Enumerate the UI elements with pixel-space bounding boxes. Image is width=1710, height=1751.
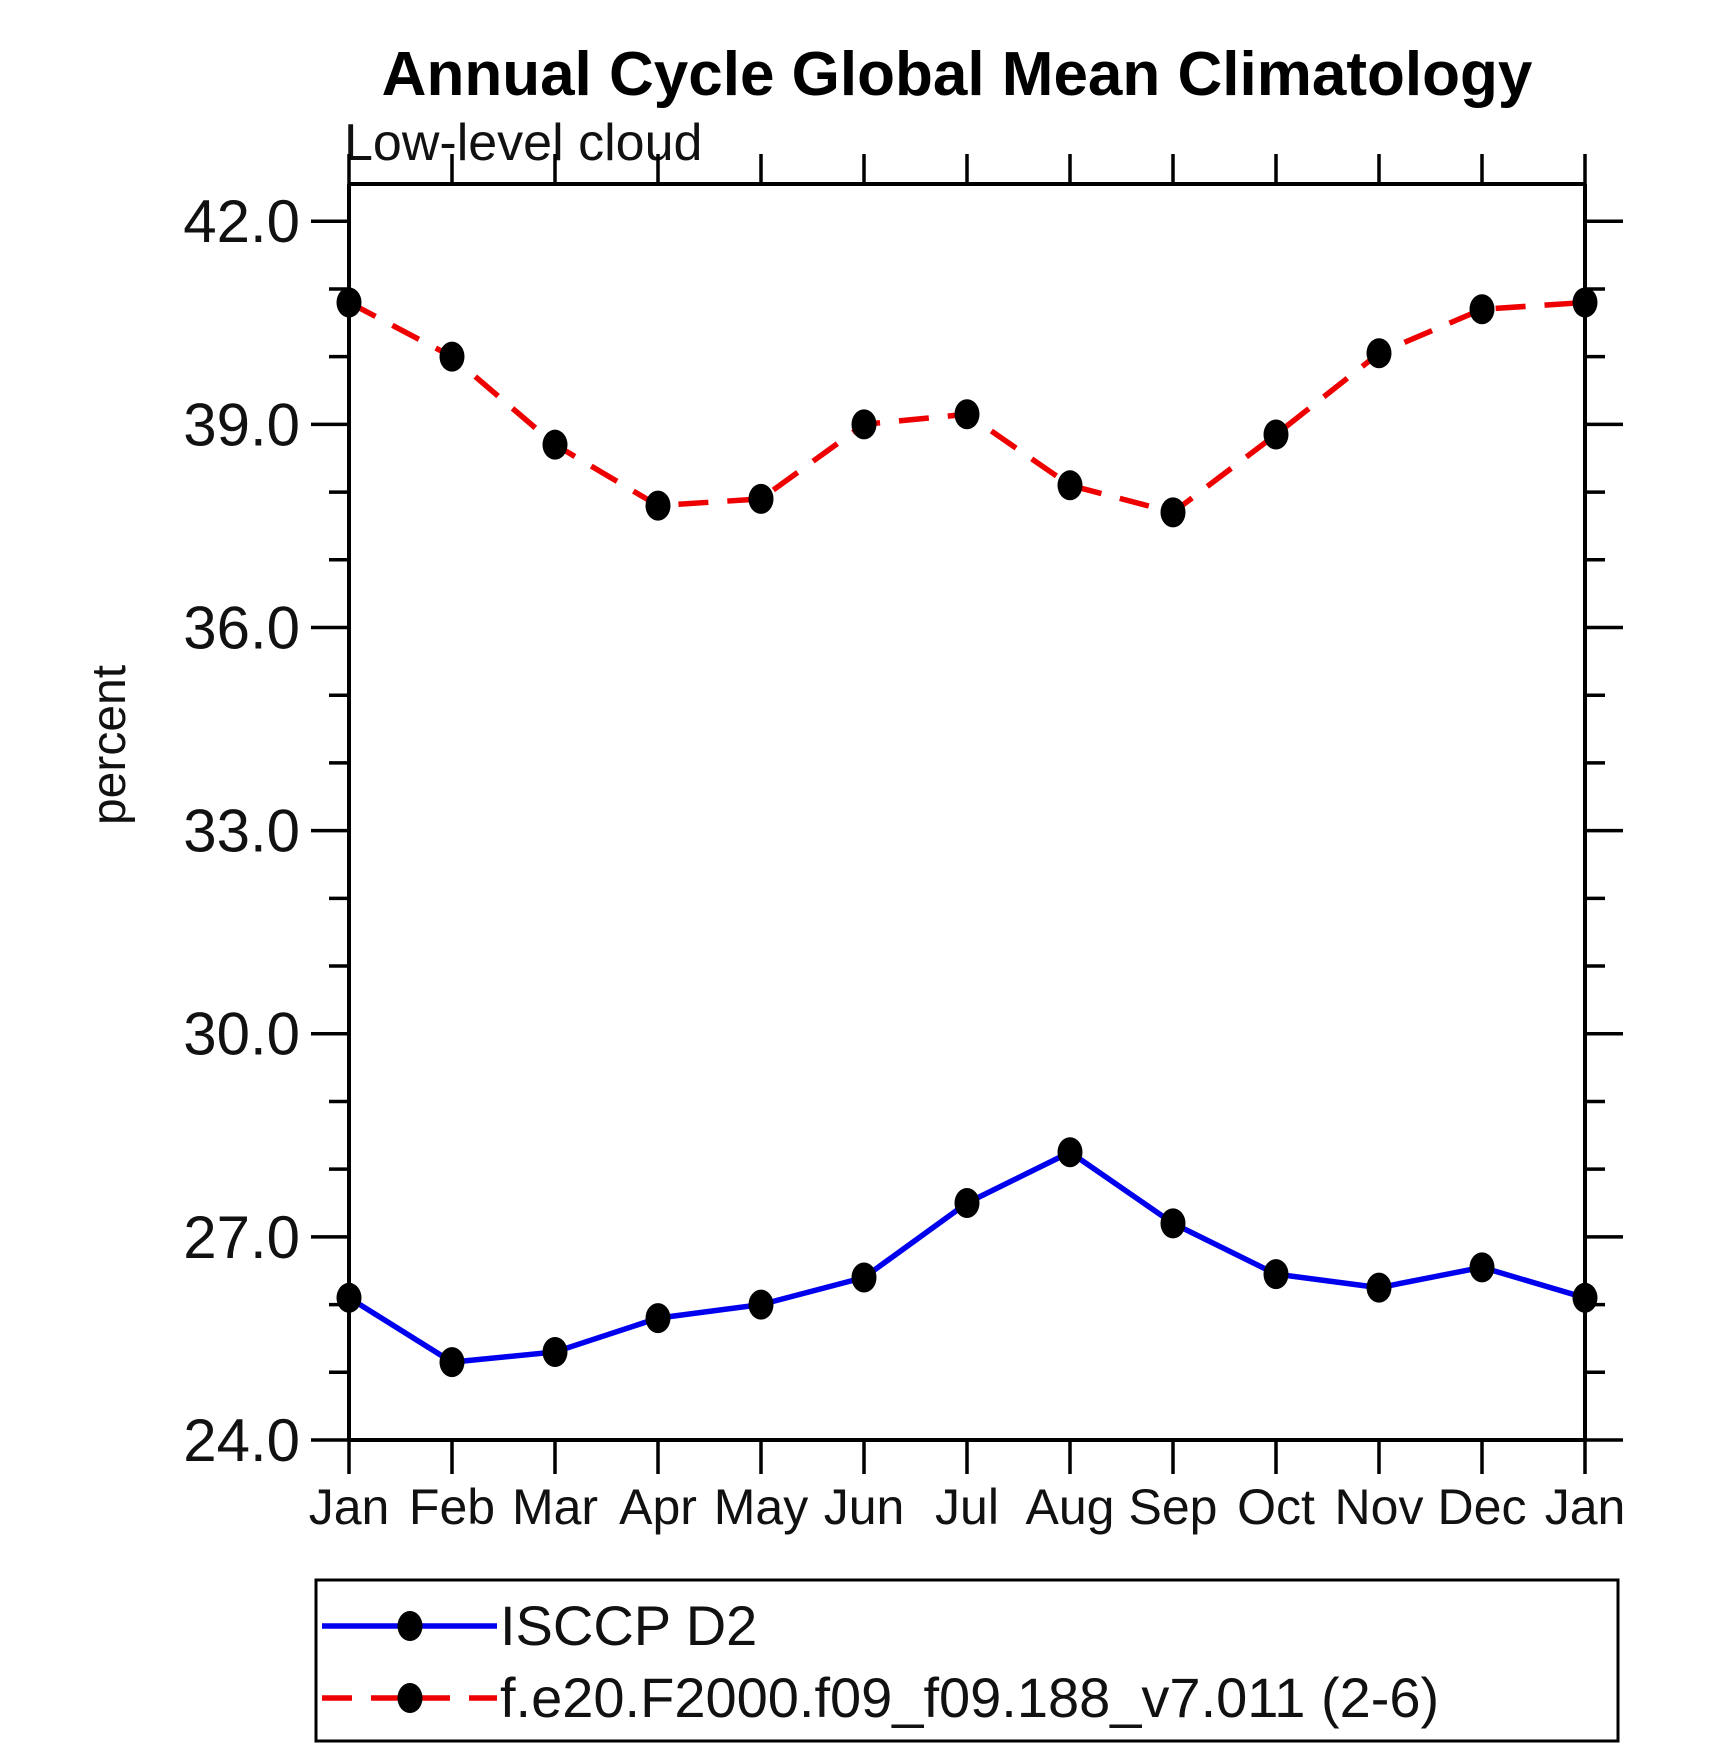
y-tick-label: 24.0 <box>183 1407 300 1474</box>
x-tick-label: Oct <box>1237 1479 1315 1535</box>
data-point-marker <box>336 287 362 318</box>
y-axis-label: percent <box>83 665 136 825</box>
data-point-marker <box>1057 1137 1083 1168</box>
legend-marker <box>397 1683 423 1713</box>
legend-marker <box>397 1611 423 1641</box>
legend-box <box>314 1578 1620 1743</box>
y-tick-label: 39.0 <box>183 391 300 458</box>
x-tick-label: Feb <box>409 1479 495 1535</box>
data-point-marker <box>645 1303 671 1334</box>
legend-label: ISCCP D2 <box>500 1594 757 1657</box>
data-point-marker <box>645 490 671 521</box>
data-point-marker <box>1469 1252 1495 1283</box>
x-tick-label: Jan <box>309 1479 390 1535</box>
data-point-marker <box>1572 1282 1598 1313</box>
chart-subtitle: Low-level cloud <box>344 114 702 172</box>
data-point-marker <box>439 341 465 372</box>
legend: ISCCP D2 f.e20.F2000.f09_f09.188_v7.011 (… <box>314 1578 1620 1743</box>
data-point-marker <box>748 483 774 514</box>
x-tick-label: May <box>714 1479 808 1535</box>
data-point-marker <box>748 1289 774 1320</box>
data-point-marker <box>1572 287 1598 318</box>
chart-title: Annual Cycle Global Mean Climatology <box>382 40 1533 109</box>
data-point-marker <box>851 1262 877 1293</box>
data-point-marker <box>851 409 877 440</box>
data-point-marker <box>1366 1272 1392 1303</box>
data-point-marker <box>1160 497 1186 528</box>
data-point-marker <box>1469 294 1495 325</box>
x-tick-label: Dec <box>1438 1479 1527 1535</box>
x-tick-label: Apr <box>619 1479 697 1535</box>
x-tick-label: Aug <box>1026 1479 1115 1535</box>
x-tick-label: Jan <box>1545 1479 1626 1535</box>
legend-label: f.e20.F2000.f09_f09.188_v7.011 (2-6) <box>500 1666 1439 1729</box>
data-point-marker <box>954 399 980 430</box>
data-point-marker <box>1366 338 1392 369</box>
x-tick-label: Jul <box>935 1479 999 1535</box>
data-point-marker <box>954 1188 980 1219</box>
x-tick-label: Nov <box>1335 1479 1424 1535</box>
data-point-marker <box>336 1282 362 1313</box>
data-point-marker <box>1160 1208 1186 1239</box>
y-tick-label: 33.0 <box>183 798 300 865</box>
data-point-marker <box>542 429 568 460</box>
y-tick-label: 27.0 <box>183 1204 300 1271</box>
x-tick-label: Sep <box>1129 1479 1218 1535</box>
y-tick-label: 36.0 <box>183 594 300 661</box>
x-tick-label: Mar <box>512 1479 598 1535</box>
plot-area: Jan Feb Mar Apr May Jun Jul Aug Sep Oct Nov Dec Jan2… <box>183 154 1625 1535</box>
y-tick-label: 42.0 <box>183 188 300 255</box>
x-tick-label: Jun <box>824 1479 905 1535</box>
data-point-marker <box>1263 1259 1289 1290</box>
series-line-0 <box>347 1149 1586 1365</box>
data-point-marker <box>1263 419 1289 450</box>
y-tick-label: 30.0 <box>183 1001 300 1068</box>
data-point-marker <box>1057 470 1083 501</box>
data-point-marker <box>542 1336 568 1367</box>
data-point-marker <box>439 1347 465 1378</box>
